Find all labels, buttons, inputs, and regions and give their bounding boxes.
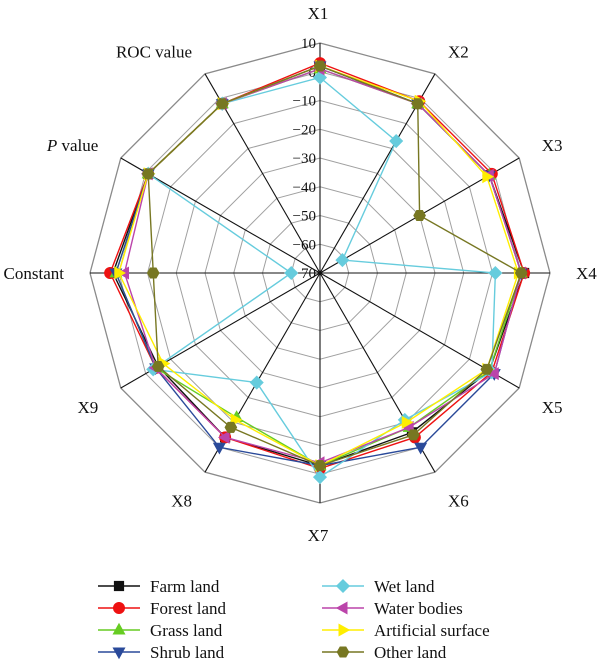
axis-label-p-value: P value xyxy=(46,136,98,155)
point-other-land-x6 xyxy=(407,429,420,441)
axis-label-x7: X7 xyxy=(308,526,329,545)
tick-label: −40 xyxy=(293,180,316,196)
point-artificial-surface-x6 xyxy=(401,415,414,429)
legend-label: Artificial surface xyxy=(374,621,490,640)
series-line-shrub-land xyxy=(115,65,522,467)
point-wet-land-x3 xyxy=(335,253,350,268)
axis-label-x2: X2 xyxy=(448,42,469,61)
legend-item-farm-land: Farm land xyxy=(98,577,220,596)
series-line-grass-land xyxy=(115,68,522,467)
point-other-land-constant xyxy=(146,267,160,279)
point-water-bodies-x8 xyxy=(217,430,230,444)
legend-label: Farm land xyxy=(150,577,220,596)
legend-marker xyxy=(112,622,126,635)
legend-label: Shrub land xyxy=(150,643,225,662)
radial-tick-labels: 10 0 −10 −20 −30 −40 −50 −60 −70 xyxy=(293,36,316,282)
legend-marker xyxy=(112,647,126,660)
axis-label-x1: X1 xyxy=(308,4,329,23)
point-other-land-x7 xyxy=(313,460,327,472)
point-wet-land-x8 xyxy=(249,375,264,390)
legend-marker xyxy=(338,623,351,637)
legend-item-other-land: Other land xyxy=(322,643,447,662)
radar-series xyxy=(104,57,531,485)
axis-label-x5: X5 xyxy=(542,398,563,417)
point-other-land-p-value xyxy=(141,168,155,180)
legend-label: Forest land xyxy=(150,599,227,618)
point-other-land-x1 xyxy=(313,60,327,72)
point-other-land-x2 xyxy=(411,98,425,110)
axis-label-x4: X4 xyxy=(576,264,597,283)
tick-label: −50 xyxy=(293,209,316,225)
tick-label: −20 xyxy=(293,122,316,138)
series-shrub-land xyxy=(109,61,528,473)
series-grass-land xyxy=(109,61,528,471)
axis-label-x8: X8 xyxy=(171,492,192,511)
point-other-land-x4 xyxy=(514,267,528,279)
point-other-land-x9 xyxy=(151,360,165,372)
series-other-land xyxy=(141,60,528,472)
legend-item-water-bodies: Water bodies xyxy=(322,599,463,618)
point-shrub-land-x8 xyxy=(212,442,226,455)
legend-marker xyxy=(336,646,350,658)
series-line-artificial-surface xyxy=(118,65,520,467)
legend-label: Grass land xyxy=(150,621,223,640)
point-wet-land-x7 xyxy=(312,470,328,485)
point-other-land-roc-value xyxy=(215,98,229,110)
series-forest-land xyxy=(104,57,531,475)
point-water-bodies-x5 xyxy=(487,367,499,381)
axis-labels: X1 X2 X3 X4 X5 X6 X7 X8 X9 Constant P value ROC val… xyxy=(4,4,598,545)
axis-label-x6: X6 xyxy=(448,492,469,511)
point-wet-land-constant xyxy=(284,265,299,281)
legend-marker xyxy=(113,601,126,614)
axis-label-roc-value: ROC value xyxy=(116,42,192,61)
point-artificial-surface-constant xyxy=(114,266,126,280)
legend-label: Water bodies xyxy=(374,599,463,618)
point-artificial-surface-x3 xyxy=(482,170,495,184)
legend-item-grass-land: Grass land xyxy=(98,621,223,640)
legend-marker xyxy=(335,601,348,615)
tick-label: 0 xyxy=(309,65,317,81)
tick-label: −60 xyxy=(293,237,316,253)
series-water-bodies xyxy=(117,62,526,470)
legend-label: Wet land xyxy=(374,577,435,596)
series-farm-land xyxy=(107,60,530,471)
axis-label-x9: X9 xyxy=(78,398,99,417)
legend: Farm land Forest land Grass land Shrub land… xyxy=(98,577,490,662)
legend-item-artificial-surface: Artificial surface xyxy=(322,621,490,640)
point-other-land-x8 xyxy=(224,421,238,433)
point-shrub-land-x6 xyxy=(414,442,428,455)
tick-label: −70 xyxy=(293,266,316,282)
series-line-wet-land xyxy=(147,76,497,479)
point-wet-land-x2 xyxy=(389,134,404,149)
axis-label-constant: Constant xyxy=(4,264,65,283)
legend-label: Other land xyxy=(374,643,447,662)
tick-label: 10 xyxy=(301,36,316,52)
point-other-land-x5 xyxy=(480,363,494,375)
point-wet-land-x4 xyxy=(488,265,503,281)
tick-label: −30 xyxy=(293,151,316,167)
point-other-land-x3 xyxy=(413,210,426,221)
axis-label-x3: X3 xyxy=(542,136,563,155)
legend-marker xyxy=(113,580,125,592)
legend-item-forest-land: Forest land xyxy=(98,599,227,618)
legend-marker xyxy=(335,578,351,594)
legend-item-wet-land: Wet land xyxy=(322,577,435,596)
tick-label: −10 xyxy=(293,94,316,110)
legend-item-shrub-land: Shrub land xyxy=(98,643,225,662)
series-line-other-land xyxy=(147,65,523,467)
